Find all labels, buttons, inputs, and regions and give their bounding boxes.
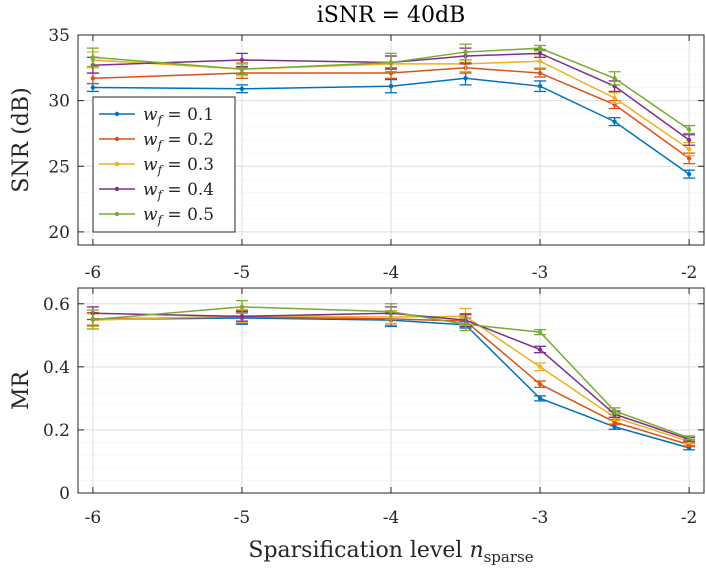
snr-data-point (463, 76, 468, 81)
legend-label: wf = 0.3 (143, 155, 214, 177)
snr-data-point (612, 76, 617, 81)
mr-data-point (537, 347, 543, 352)
snr-data-point (686, 137, 692, 143)
legend-item: wf = 0.2 (99, 130, 214, 152)
snr-data-point (537, 83, 543, 89)
snr-data-point (388, 60, 394, 65)
snr-data-point (537, 51, 543, 56)
snr-data-point (537, 70, 543, 76)
snr-y-tick-label: 30 (48, 92, 70, 112)
legend-label: wf = 0.5 (143, 205, 214, 227)
snr-y-tick-label: 25 (48, 157, 70, 177)
mr-data-point (537, 329, 543, 335)
mr-x-tick-label: -3 (532, 508, 549, 528)
mr-subplot: -6 -5 -4 -3 -2 0 0.2 0.4 0.6 MR (9, 287, 705, 528)
legend-item: wf = 0.4 (99, 180, 214, 202)
mr-data-point (537, 381, 543, 387)
legend-item: wf = 0.1 (99, 105, 214, 127)
mr-data-point (612, 408, 617, 414)
snr-data-point (612, 119, 617, 124)
snr-x-tick-label: -6 (85, 263, 102, 283)
snr-x-tick-label: -5 (234, 263, 251, 283)
snr-data-point (686, 171, 692, 177)
mr-data-point (388, 309, 394, 314)
mr-data-point (537, 364, 543, 370)
mr-data-point (612, 424, 617, 429)
mr-y-tick-label: 0.4 (43, 358, 70, 378)
legend-marker (114, 211, 120, 217)
snr-data-point (612, 95, 617, 101)
x-axis-label: Sparsification level nsparse (248, 538, 533, 566)
legend-label: wf = 0.2 (143, 130, 214, 152)
snr-data-point (537, 45, 543, 51)
snr-data-point (537, 59, 543, 64)
legend-item: wf = 0.3 (99, 155, 214, 177)
mr-data-point (239, 304, 245, 310)
snr-y-tick-label: 35 (48, 26, 70, 46)
mr-y-tick-label: 0.2 (43, 421, 70, 441)
snr-data-point (686, 146, 692, 152)
snr-y-axis-label: SNR (dB) (9, 87, 34, 192)
legend-marker (114, 161, 120, 167)
legend-label: wf = 0.4 (143, 180, 214, 202)
snr-data-point (239, 66, 245, 72)
snr-data-point (90, 76, 96, 81)
legend: wf = 0.1 wf = 0.2 wf = 0.3 wf = 0.4 wf = 0.5 (92, 96, 236, 233)
legend-label: wf = 0.1 (143, 105, 214, 127)
mr-x-tick-label: -5 (234, 508, 251, 528)
mr-x-tick-label: -2 (681, 508, 698, 528)
chart-title: iSNR = 40dB (317, 3, 466, 28)
snr-data-point (90, 85, 96, 90)
mr-y-tick-label: 0.6 (43, 295, 70, 315)
legend-marker (114, 111, 120, 117)
mr-data-point (90, 317, 96, 322)
mr-x-tick-label: -6 (85, 508, 102, 528)
snr-data-point (90, 55, 96, 60)
snr-data-point (686, 156, 692, 161)
mr-data-point (686, 435, 692, 441)
snr-data-point (463, 49, 468, 55)
mr-y-tick-label: 0 (59, 484, 70, 504)
mr-data-point (537, 396, 543, 401)
mr-y-axis-label: MR (9, 370, 34, 411)
snr-x-tick-label: -3 (532, 263, 549, 283)
legend-item: wf = 0.5 (99, 205, 214, 227)
legend-marker (114, 186, 120, 192)
mr-x-tick-label: -4 (383, 508, 400, 528)
mr-data-point (239, 314, 245, 319)
snr-data-point (388, 83, 394, 89)
legend-marker (114, 136, 120, 142)
snr-y-tick-label: 20 (48, 223, 70, 243)
snr-x-tick-label: -4 (383, 263, 400, 283)
snr-x-tick-label: -2 (681, 263, 698, 283)
snr-data-point (686, 127, 692, 132)
snr-data-point (239, 57, 245, 63)
mr-data-point (463, 322, 468, 327)
snr-data-point (239, 86, 245, 92)
